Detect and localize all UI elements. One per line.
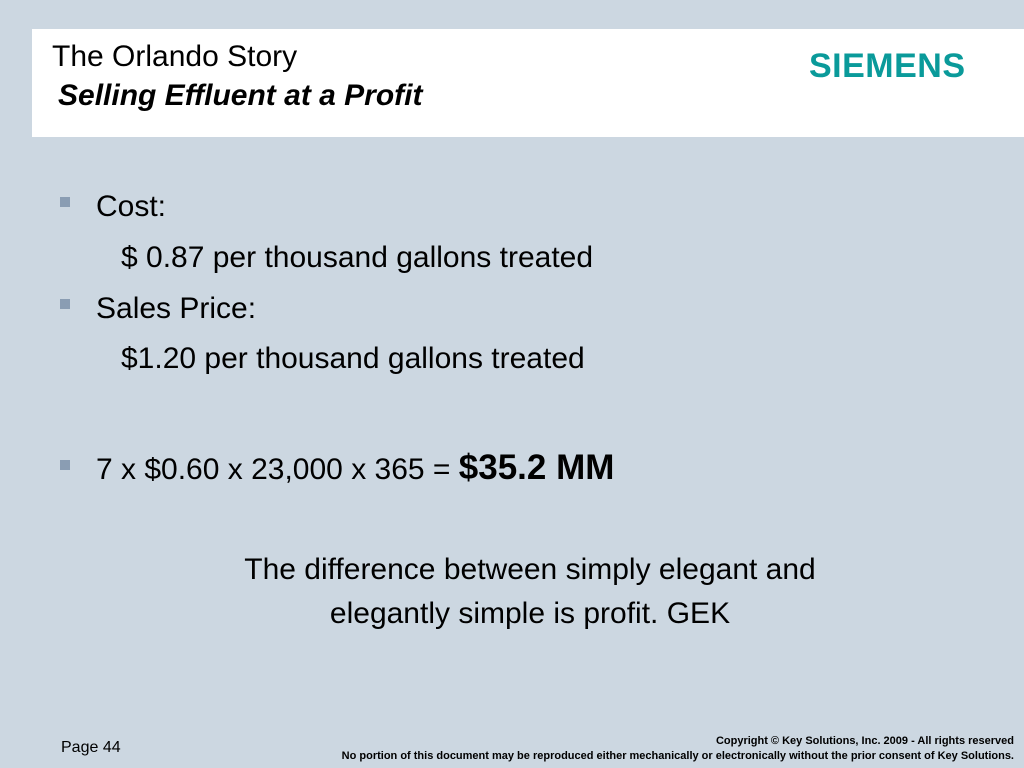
slide-subtitle: Selling Effluent at a Profit (58, 79, 423, 112)
bullet-marker-cost (60, 197, 70, 207)
cost-detail: $ 0.87 per thousand gallons treated (121, 241, 594, 274)
sales-price-detail: $1.20 per thousand gallons treated (121, 342, 585, 375)
quote-line-1: The difference between simply elegant an… (244, 553, 816, 586)
slide-title: The Orlando Story (52, 40, 298, 73)
bullet-marker-sales-price (60, 299, 70, 309)
quote-line-2: elegantly simple is profit. GEK (329, 597, 731, 630)
page-number: Page 44 (61, 739, 121, 756)
siemens-logo: SIEMENS (809, 47, 966, 85)
cost-label: Cost: (96, 190, 167, 223)
profit-equation: 7 x $0.60 x 23,000 x 365 = (96, 453, 451, 486)
copyright-line-2: No portion of this document may be repro… (341, 750, 1014, 762)
profit-result: $35.2 MM (458, 448, 615, 487)
copyright-line-1: Copyright © Key Solutions, Inc. 2009 - A… (715, 735, 1014, 747)
bullet-marker-profit (60, 460, 70, 470)
profit-equation-line: 7 x $0.60 x 23,000 x 365 = $35.2 MM (96, 448, 615, 487)
sales-price-label: Sales Price: (96, 292, 257, 325)
quote-block: The difference between simply elegant an… (115, 548, 945, 636)
copyright-notice: Copyright © Key Solutions, Inc. 2009 - A… (342, 734, 1014, 764)
header-panel (32, 29, 1024, 137)
